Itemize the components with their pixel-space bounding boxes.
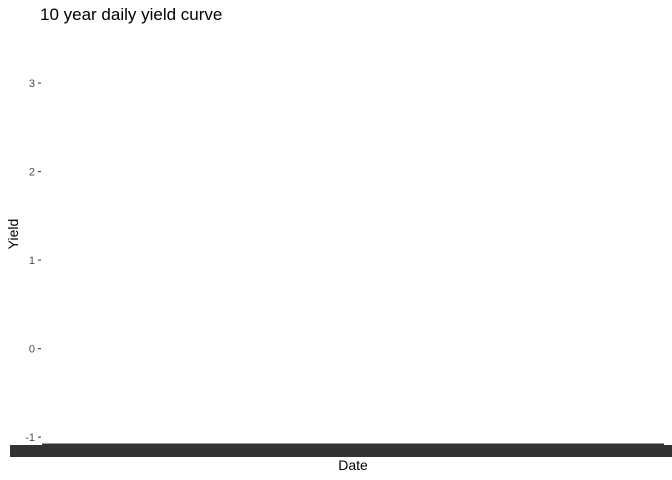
y-tick-label: 2: [29, 167, 35, 179]
y-tick-label: -1: [25, 432, 35, 444]
y-axis-label: Yield: [5, 219, 21, 250]
y-axis-ticks: -1 0 1 2 3: [25, 78, 41, 444]
y-tick-label: 3: [29, 78, 35, 90]
chart-title: 10 year daily yield curve: [40, 5, 222, 24]
y-tick-label: 0: [29, 344, 35, 356]
x-axis-label: Date: [338, 457, 368, 473]
y-tick-label: 1: [29, 255, 35, 267]
